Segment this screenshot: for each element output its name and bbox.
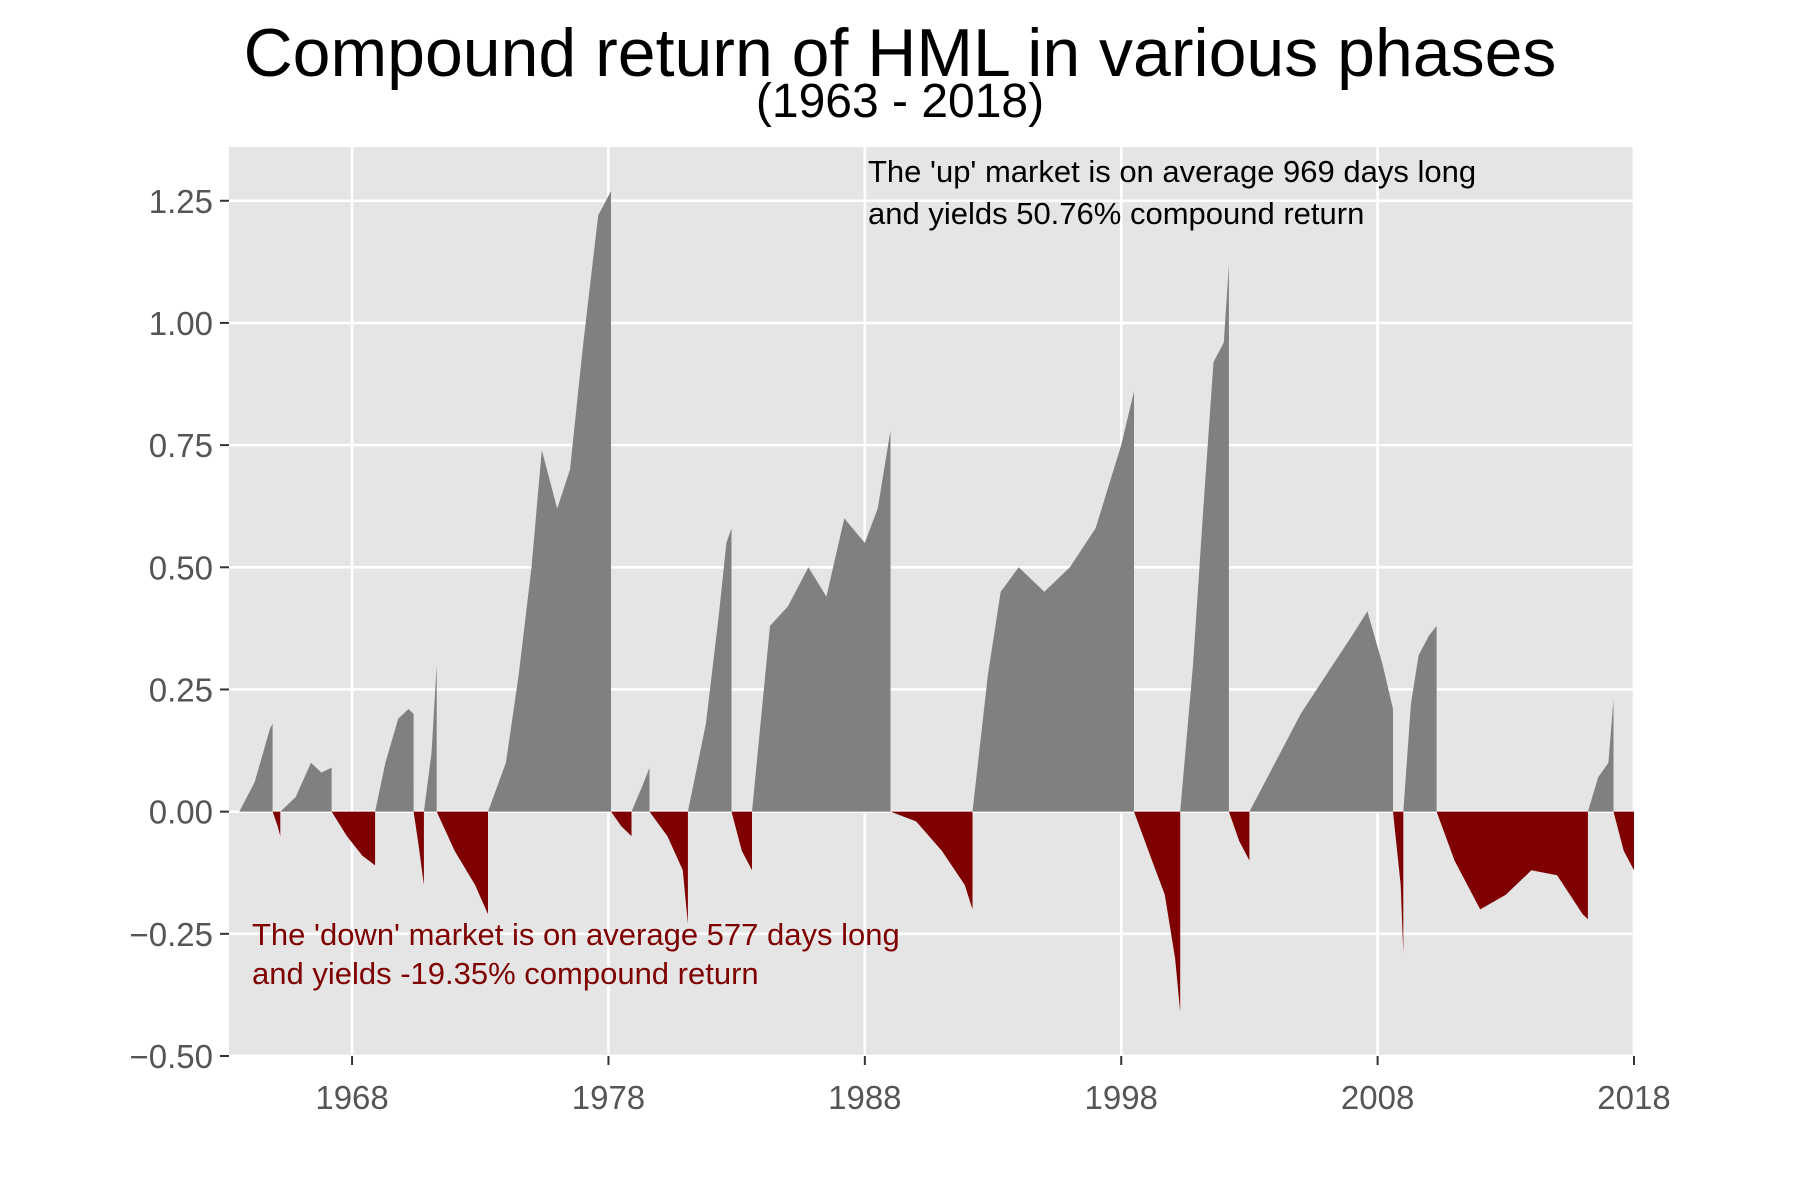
chart-title: Compound return of HML in various phases — [244, 15, 1557, 91]
up-phase-area — [1180, 264, 1229, 812]
down-phase-area — [890, 811, 973, 910]
up-phase-area — [972, 391, 1134, 812]
y-tick-label: 0.00 — [149, 794, 213, 831]
x-tick-label: 1968 — [315, 1079, 388, 1116]
y-tick-label: −0.50 — [130, 1038, 214, 1075]
up-annotation-line1: The 'up' market is on average 969 days l… — [868, 154, 1476, 189]
area-series — [239, 191, 1634, 1012]
up-phase-area — [687, 528, 732, 812]
down-annotation-line2: and yields -19.35% compound return — [252, 956, 759, 991]
down-phase-area — [1393, 811, 1404, 954]
down-phase-area — [1613, 811, 1634, 871]
down-phase-area — [611, 811, 632, 837]
chart-subtitle: (1963 - 2018) — [756, 75, 1044, 128]
up-phase-area — [752, 430, 891, 812]
x-tick-label: 1998 — [1085, 1079, 1158, 1116]
up-phase-area — [488, 191, 611, 812]
y-tick-label: −0.25 — [130, 916, 214, 953]
x-tick-label: 1988 — [828, 1079, 901, 1116]
up-phase-area — [1249, 611, 1393, 812]
up-phase-area — [1587, 699, 1614, 812]
down-phase-area — [272, 811, 281, 837]
down-phase-area — [1134, 811, 1181, 1012]
up-phase-area — [423, 665, 437, 812]
down-phase-area — [436, 811, 488, 915]
axes: −0.50 −0.25 0.00 0.25 0.50 0.75 1.00 1.25 1968 19… — [130, 183, 1671, 1116]
down-annotation-line1: The 'down' market is on average 577 days… — [252, 917, 900, 952]
down-phase-area — [1228, 811, 1250, 861]
plot-panel — [229, 147, 1634, 1056]
up-phase-area — [631, 767, 650, 812]
y-tick-label: 0.25 — [149, 671, 213, 708]
y-tick-label: 1.25 — [149, 183, 213, 220]
down-phase-area — [649, 811, 688, 924]
up-phase-area — [375, 709, 414, 812]
up-phase-area — [1403, 625, 1437, 812]
up-phase-area — [280, 762, 332, 812]
x-tick-label: 2018 — [1597, 1079, 1670, 1116]
y-tick-label: 0.75 — [149, 427, 213, 464]
down-phase-area — [1436, 811, 1588, 920]
down-phase-area — [731, 811, 752, 871]
down-phase-area — [331, 811, 376, 866]
x-tick-label: 2008 — [1341, 1079, 1414, 1116]
y-tick-label: 1.00 — [149, 305, 213, 342]
up-phase-area — [239, 723, 273, 812]
y-tick-label: 0.50 — [149, 549, 213, 586]
down-phase-area — [413, 811, 424, 885]
up-annotation-line2: and yields 50.76% compound return — [868, 196, 1364, 231]
x-tick-label: 1978 — [572, 1079, 645, 1116]
